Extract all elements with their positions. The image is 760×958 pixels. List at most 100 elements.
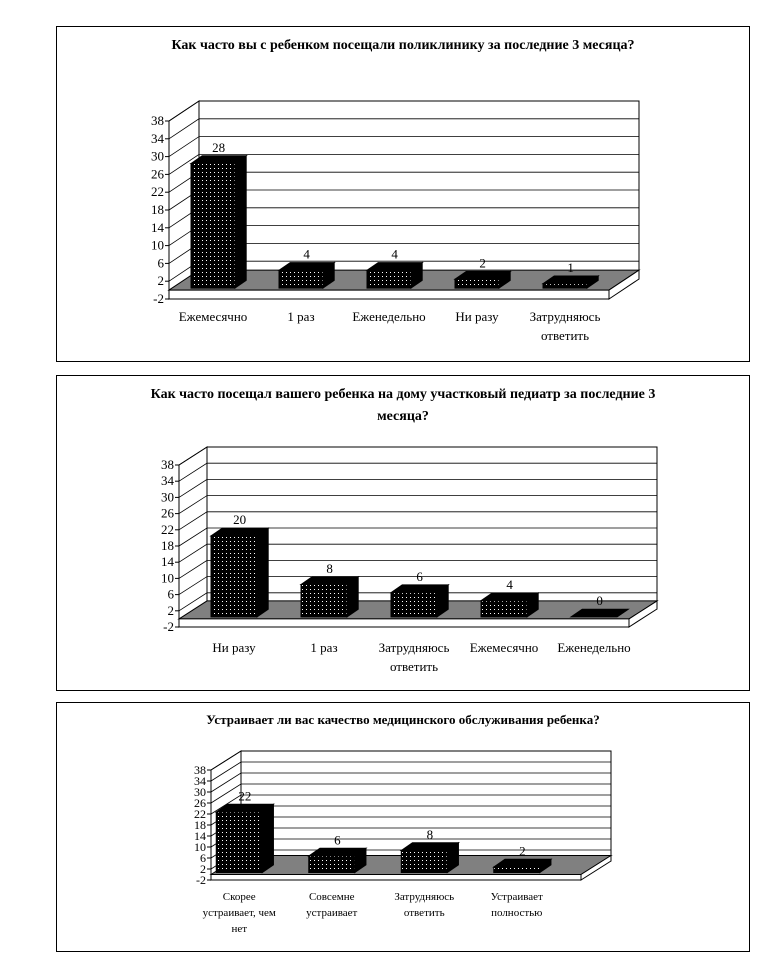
bar [277, 261, 336, 290]
data-label: 2 [519, 843, 526, 858]
y-tick-label: 10 [161, 570, 174, 585]
bar [307, 847, 368, 874]
x-tick-label: Затрудняюсь ответить [530, 309, 601, 343]
y-tick-label: 14 [161, 554, 175, 569]
chart-title: Устраивает ли вас качество медицинского … [206, 712, 600, 727]
chart-panel-1: Как часто вы с ребенком посещали поликли… [56, 26, 750, 362]
y-tick-label: -2 [163, 619, 174, 634]
data-label: 22 [238, 788, 251, 803]
data-label: 6 [416, 569, 423, 584]
data-label: 0 [596, 593, 603, 608]
bar-side [616, 608, 629, 618]
gridline [178, 495, 657, 514]
y-tick-label: 26 [194, 796, 206, 810]
x-tick-label: Ни разу [455, 309, 499, 324]
bar-front [400, 850, 448, 873]
y-tick-label: -2 [153, 291, 164, 306]
bar-side [234, 154, 247, 290]
data-label: 20 [233, 512, 246, 527]
bar-side [526, 592, 539, 618]
data-label: 6 [334, 832, 341, 847]
y-tick-label: 22 [161, 522, 174, 537]
y-tick-label: 18 [161, 538, 174, 553]
floor-edge [168, 289, 610, 300]
y-tick-label: 6 [168, 587, 175, 602]
bar-side [410, 261, 423, 290]
y-tick-label: 26 [161, 506, 175, 521]
bar-side [498, 270, 511, 290]
gridline [210, 772, 611, 793]
bar [399, 841, 461, 874]
bar-front [454, 278, 500, 289]
y-tick-label: 30 [161, 489, 174, 504]
bar-front [278, 269, 324, 289]
gridline [178, 559, 657, 579]
bar-front [210, 535, 258, 618]
y-tick-label: 18 [151, 202, 164, 217]
y-tick-label: 34 [161, 473, 175, 488]
bar-side [539, 858, 552, 874]
x-tick-label: Совсемне устраивает [306, 891, 357, 919]
y-tick-label: 34 [194, 774, 206, 788]
y-tick-label: 14 [194, 829, 206, 843]
floor-edge [178, 618, 630, 628]
x-tick-label: Устраивает полностью [491, 891, 543, 919]
y-tick-label: 10 [151, 238, 164, 253]
gridline [178, 462, 657, 482]
bar-front [190, 163, 236, 289]
bar-side [446, 841, 459, 874]
y-tick-label: 6 [158, 255, 165, 270]
data-label: 2 [479, 256, 486, 271]
y-tick-label: 38 [151, 113, 164, 128]
y-tick-label: 14 [151, 220, 165, 235]
bar [299, 575, 360, 618]
gridline [178, 479, 657, 498]
data-label: 4 [506, 577, 513, 592]
bar [214, 803, 276, 874]
gridline [168, 136, 639, 157]
data-label: 8 [427, 827, 434, 842]
y-tick-label: 38 [194, 763, 206, 777]
bar-side [586, 274, 599, 290]
bar [189, 154, 248, 290]
y-tick-label: 34 [151, 131, 165, 146]
gridline [210, 783, 611, 804]
gridline [210, 750, 611, 771]
data-label: 4 [391, 247, 398, 262]
y-tick-label: 2 [168, 603, 175, 618]
chart-title: Как часто посещал вашего ребенка на дому… [150, 387, 656, 424]
bar-front [366, 269, 412, 289]
y-tick-label: 6 [200, 851, 206, 865]
gridline [210, 794, 611, 815]
chart-panel-3: Устраивает ли вас качество медицинского … [56, 702, 750, 952]
x-tick-label: Ежемесячно [179, 309, 248, 324]
gridline [178, 446, 657, 466]
x-tick-label: Затрудняюсь ответить [394, 891, 454, 919]
bar [389, 583, 450, 618]
bar-front [390, 592, 438, 618]
gridline [178, 543, 657, 563]
bar-side [261, 803, 274, 874]
bar-front [215, 811, 263, 873]
y-tick-label: 30 [151, 149, 164, 164]
bar-side [354, 847, 367, 874]
y-tick-label: 22 [194, 807, 206, 821]
floor-edge-side [580, 854, 612, 881]
gridline [210, 761, 611, 782]
bar-side [322, 261, 335, 290]
gridline [178, 527, 657, 547]
gridline [178, 576, 657, 595]
bar-side [256, 527, 269, 618]
bar-front [300, 584, 348, 618]
bar [209, 527, 270, 618]
bar-front [493, 866, 541, 873]
bar-side [346, 575, 359, 618]
data-label: 8 [326, 561, 333, 576]
bar [453, 270, 512, 290]
floor-edge-side [628, 599, 658, 628]
bar [541, 274, 600, 290]
bar [365, 261, 424, 290]
